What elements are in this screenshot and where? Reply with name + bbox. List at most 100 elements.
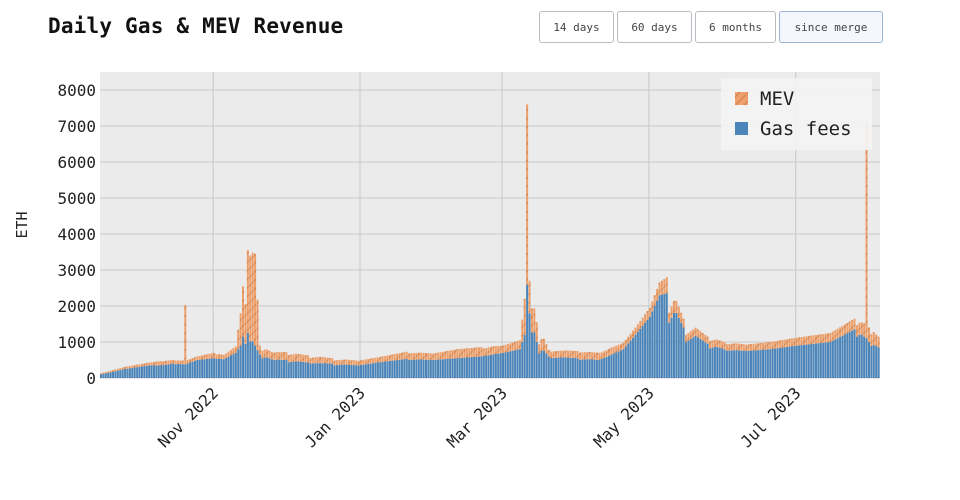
- mev-bar: [858, 322, 861, 335]
- mev-bar: [843, 324, 846, 335]
- mev-bar: [357, 360, 360, 366]
- mev-bar: [516, 340, 519, 350]
- gas-fees-bar: [167, 364, 170, 378]
- mev-bar: [817, 334, 820, 344]
- mev-bar: [839, 327, 842, 337]
- gas-fees-bar: [663, 294, 666, 378]
- mev-bar: [415, 352, 418, 360]
- gas-fees-bar: [290, 361, 293, 378]
- gas-fees-bar: [819, 343, 822, 378]
- mev-bar: [807, 336, 810, 345]
- mev-bar: [323, 357, 326, 364]
- gas-fees-bar: [475, 356, 478, 378]
- gas-fees-bar: [718, 347, 721, 378]
- mev-bar: [189, 358, 192, 363]
- mev-bar: [783, 339, 786, 348]
- gas-fees-bar: [634, 334, 637, 378]
- gas-fees-bar: [338, 364, 341, 378]
- gas-fees-bar: [682, 327, 685, 378]
- legend-label[interactable]: Gas fees: [760, 118, 852, 140]
- gas-fees-bar: [550, 358, 553, 378]
- range-selector: 14 days 60 days 6 months since merge: [539, 11, 883, 43]
- gas-fees-bar: [829, 342, 832, 378]
- mev-bar: [410, 353, 413, 360]
- mev-bar: [150, 362, 153, 366]
- mev-bar: [290, 354, 293, 362]
- mev-bar: [297, 353, 300, 362]
- mev-bar: [530, 308, 533, 333]
- gas-fees-bar: [863, 336, 866, 378]
- mev-bar: [205, 354, 208, 359]
- gas-fees-bar: [610, 354, 613, 378]
- gas-fees-bar: [119, 370, 122, 378]
- mev-bar: [461, 348, 464, 358]
- mev-bar: [249, 255, 252, 342]
- gas-fees-bar: [644, 322, 647, 378]
- mev-bar: [463, 348, 466, 358]
- gas-fees-bar: [533, 332, 536, 378]
- mev-bar: [104, 372, 107, 374]
- range-button-14-days[interactable]: 14 days: [539, 11, 614, 43]
- gas-fees-bar: [583, 359, 586, 378]
- mev-bar: [600, 352, 603, 359]
- mev-bar: [304, 354, 307, 363]
- gas-fees-bar: [326, 363, 329, 378]
- mev-bar: [263, 349, 266, 358]
- range-button-since-merge[interactable]: since merge: [779, 11, 883, 43]
- gas-fees-bar: [400, 359, 403, 378]
- mev-bar: [550, 351, 553, 359]
- gas-fees-bar: [651, 311, 654, 378]
- mev-bar: [574, 350, 577, 359]
- gas-fees-bar: [299, 361, 302, 378]
- mev-bar: [810, 335, 813, 345]
- gas-fees-bar: [205, 358, 208, 378]
- gas-fees-bar: [562, 357, 565, 378]
- gas-fees-bar: [347, 364, 350, 378]
- mev-bar: [184, 304, 187, 365]
- range-button-6-months[interactable]: 6 months: [695, 11, 776, 43]
- gas-fees-bar: [485, 355, 488, 378]
- range-button-60-days[interactable]: 60 days: [617, 11, 692, 43]
- gas-fees-bar: [677, 317, 680, 378]
- gas-fees-bar: [177, 364, 180, 378]
- legend-label[interactable]: MEV: [760, 88, 794, 110]
- mev-bar: [547, 349, 550, 357]
- mev-bar: [482, 348, 485, 356]
- gas-fees-bar: [227, 356, 230, 378]
- gas-fees-bar: [605, 356, 608, 378]
- mev-bar: [617, 344, 620, 352]
- mev-bar: [268, 350, 271, 359]
- mev-bar: [181, 360, 184, 365]
- gas-fees-bar: [234, 352, 237, 378]
- mev-bar: [855, 325, 858, 337]
- mev-bar: [201, 355, 204, 360]
- mev-bar: [384, 355, 387, 362]
- gas-fees-bar: [735, 350, 738, 378]
- gas-fees-bar: [716, 346, 719, 378]
- gas-fees-bar: [220, 359, 223, 378]
- gas-fees-bar: [181, 364, 184, 378]
- mev-bar: [769, 342, 772, 350]
- gas-fees-bar: [295, 361, 298, 378]
- mev-bar: [834, 330, 837, 340]
- mev-bar: [841, 325, 844, 336]
- mev-bar: [270, 352, 273, 360]
- mev-bar: [651, 301, 654, 312]
- mev-bar: [386, 355, 389, 362]
- mev-bar: [352, 360, 355, 366]
- legend[interactable]: MEV Gas fees: [721, 78, 872, 150]
- gas-fees-bar: [771, 348, 774, 378]
- gas-fees-bar: [668, 322, 671, 378]
- mev-bar: [677, 306, 680, 318]
- gas-fees-bar: [653, 306, 656, 378]
- gas-fees-bar: [465, 357, 468, 378]
- mev-bar: [827, 333, 830, 343]
- gas-fees-bar: [477, 356, 480, 378]
- mev-bar: [622, 342, 625, 350]
- gas-fees-bar: [393, 360, 396, 378]
- mev-bar: [771, 341, 774, 349]
- mev-bar: [535, 322, 538, 342]
- gas-fees-bar: [593, 359, 596, 378]
- gas-fees-bar: [251, 341, 254, 378]
- mev-bar: [432, 353, 435, 360]
